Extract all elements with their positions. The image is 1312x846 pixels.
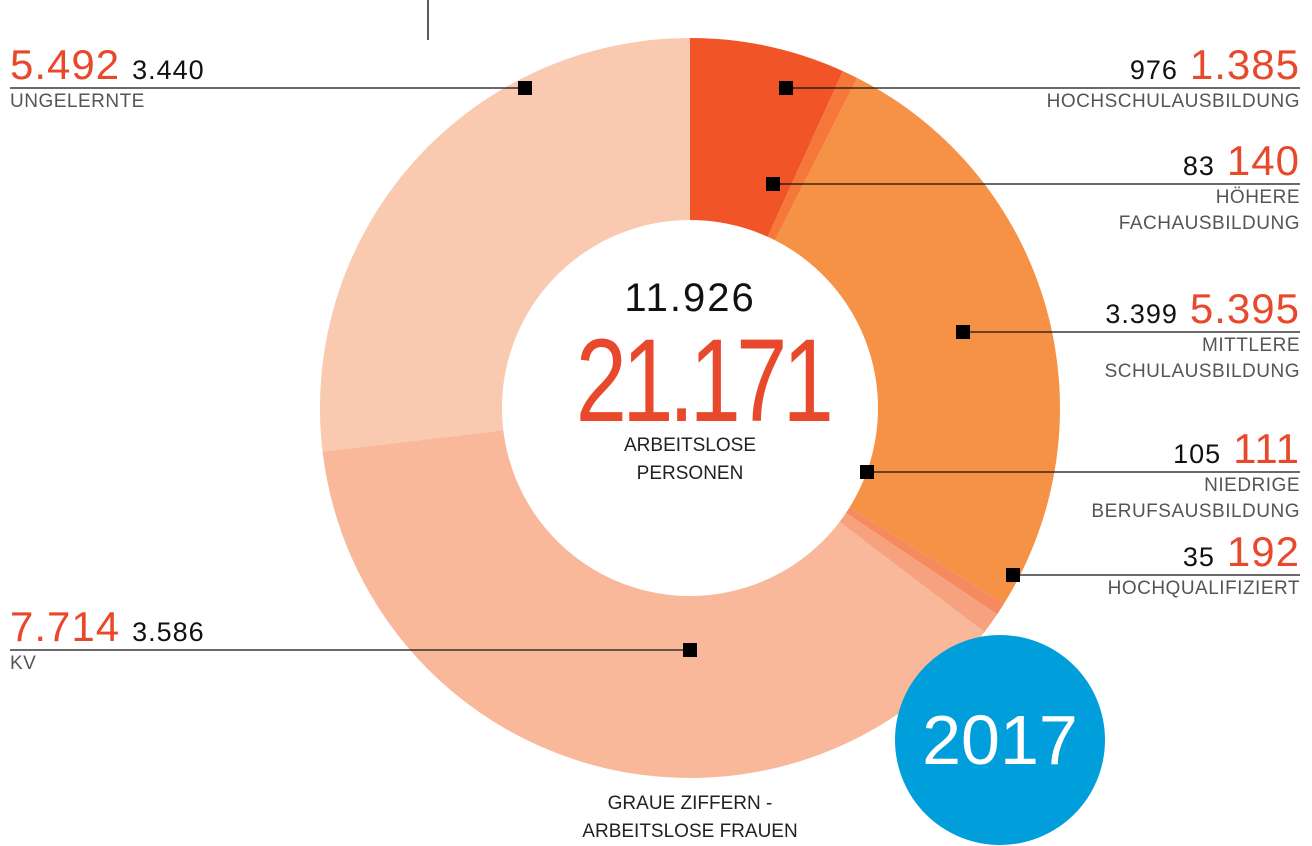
women-value: 35 <box>1182 542 1215 572</box>
value-label: 5.395 <box>1189 285 1300 332</box>
women-value: 976 <box>1129 55 1178 85</box>
value-group: 976 1.385 <box>1130 44 1300 86</box>
women-value: 3.399 <box>1105 299 1178 329</box>
marker <box>779 81 793 95</box>
donut-segment <box>839 512 998 633</box>
value-group: 83 140 <box>1183 140 1300 182</box>
marker <box>956 325 970 339</box>
women-total: 11.926 <box>540 278 840 318</box>
women-value: 83 <box>1182 151 1215 181</box>
women-value: 3.440 <box>132 55 205 85</box>
category-label: HOCHQUALIFIZIERT <box>1107 578 1300 599</box>
marker <box>683 643 697 657</box>
donut-segment <box>322 430 985 778</box>
category-label: UNGELERNTE <box>10 91 145 112</box>
marker <box>1006 568 1020 582</box>
year: 2017 <box>922 701 1078 779</box>
center-text: ARBEITSLOSE PERSONEN <box>624 435 756 484</box>
women-value: 3.586 <box>132 617 205 647</box>
value-label: 5.492 <box>10 41 121 88</box>
total-text: 21.171 <box>575 315 834 447</box>
value-group: 3.399 5.395 <box>1105 288 1300 330</box>
women-total-text: 11.926 <box>624 276 756 320</box>
total: 21.171 <box>540 322 840 440</box>
value-label: 140 <box>1226 137 1300 184</box>
value-group: 35 192 <box>1183 531 1300 573</box>
category-label: KV <box>10 653 37 674</box>
value-label: 111 <box>1233 425 1300 472</box>
marker <box>518 81 532 95</box>
donut-segment <box>767 71 858 241</box>
category-label: HÖHERE FACHAUSBILDUNG <box>1118 187 1300 234</box>
category-label: NIEDRIGE BERUFSAUSBILDUNG <box>1091 475 1300 522</box>
value-label: 1.385 <box>1189 41 1300 88</box>
category-label: HOCHSCHULAUSBILDUNG <box>1046 91 1300 112</box>
marker <box>860 465 874 479</box>
year-badge: 2017 <box>895 635 1105 845</box>
value-label: 192 <box>1226 528 1300 575</box>
note: GRAUE ZIFFERN - ARBEITSLOSE FRAUEN <box>582 793 798 842</box>
value-group: 105 111 <box>1173 428 1300 470</box>
donut-segment <box>320 38 690 452</box>
value-group: 5.492 3.440 <box>10 44 205 86</box>
category-label: MITTLERE SCHULAUSBILDUNG <box>1104 335 1300 382</box>
value-group: 7.714 3.586 <box>10 606 205 648</box>
value-label: 7.714 <box>10 603 121 650</box>
marker <box>766 177 780 191</box>
donut-segment <box>846 507 1004 615</box>
women-value: 105 <box>1173 439 1222 469</box>
